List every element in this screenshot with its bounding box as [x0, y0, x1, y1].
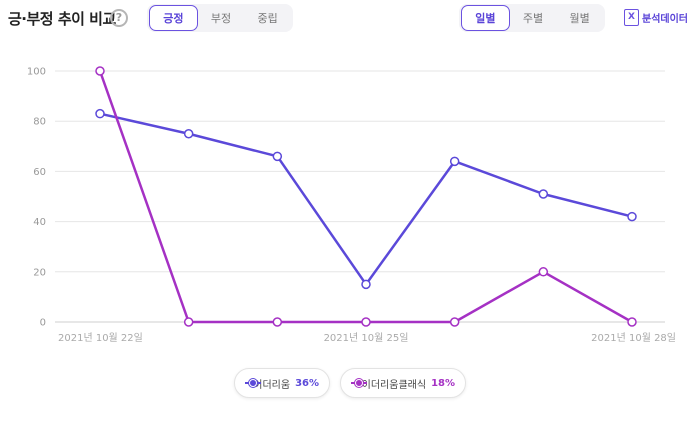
data-point-series-1 — [361, 279, 371, 290]
data-point-series-2 — [538, 267, 549, 277]
legend-label-series-2: 이더리움클래식 — [361, 379, 427, 391]
data-point-series-1 — [538, 189, 549, 199]
data-point-series-2 — [449, 317, 460, 327]
legend-marker-series-1 — [245, 378, 261, 388]
line-chart: 0 20 40 60 80 100 2021년 10월 22일 2021년 10월 25일 20… — [27, 66, 676, 344]
data-point-series-2 — [95, 66, 105, 76]
export-data-label: 분석데이터 — [642, 14, 688, 25]
tab-monthly[interactable]: 월별 — [569, 12, 590, 25]
tab-negative[interactable]: 부정 — [210, 12, 232, 25]
data-point-series-2 — [361, 317, 371, 327]
legend-share-series-2: 18% — [431, 377, 455, 389]
data-point-series-1 — [183, 129, 194, 139]
excel-icon: X — [624, 9, 639, 26]
data-point-series-2 — [183, 317, 194, 327]
export-data-button[interactable]: X 분석데이터 — [624, 9, 688, 26]
data-point-series-1 — [272, 151, 283, 162]
y-tick-label: 0 — [40, 318, 46, 329]
x-tick-label: 2021년 10월 28일 — [591, 332, 676, 344]
page-title: 긍·부정 추이 비교 — [8, 10, 116, 28]
tab-daily[interactable]: 일별 — [461, 5, 510, 31]
data-point-series-1 — [449, 156, 460, 167]
y-tick-label: 60 — [33, 167, 46, 178]
period-toggle: 일별 주별 월별 — [459, 4, 605, 32]
y-tick-label: 80 — [33, 117, 46, 128]
y-tick-label: 20 — [33, 267, 46, 278]
series-line-1 — [99, 112, 633, 286]
legend-label-series-1: 이더리움 — [253, 379, 291, 391]
x-tick-label: 2021년 10월 22일 — [58, 332, 143, 344]
legend-item-series-1[interactable]: 이더리움 36% — [234, 368, 330, 398]
data-point-series-2 — [627, 317, 637, 327]
legend-share-series-1: 36% — [295, 377, 319, 389]
x-tick-label: 2021년 10월 25일 — [324, 332, 409, 344]
legend-marker-series-2 — [351, 378, 367, 388]
tab-weekly[interactable]: 주별 — [522, 12, 544, 25]
y-tick-label: 100 — [27, 67, 46, 78]
legend-item-series-2[interactable]: 이더리움클래식 18% — [340, 368, 466, 398]
y-tick-label: 40 — [33, 217, 46, 228]
data-point-series-1 — [627, 211, 637, 222]
help-icon[interactable]: ? — [110, 9, 128, 27]
sentiment-toggle: 긍정 부정 중립 — [147, 4, 293, 32]
data-point-series-1 — [95, 108, 105, 119]
tab-neutral[interactable]: 중립 — [257, 12, 278, 25]
data-point-series-2 — [272, 317, 283, 327]
tab-positive[interactable]: 긍정 — [149, 5, 198, 31]
